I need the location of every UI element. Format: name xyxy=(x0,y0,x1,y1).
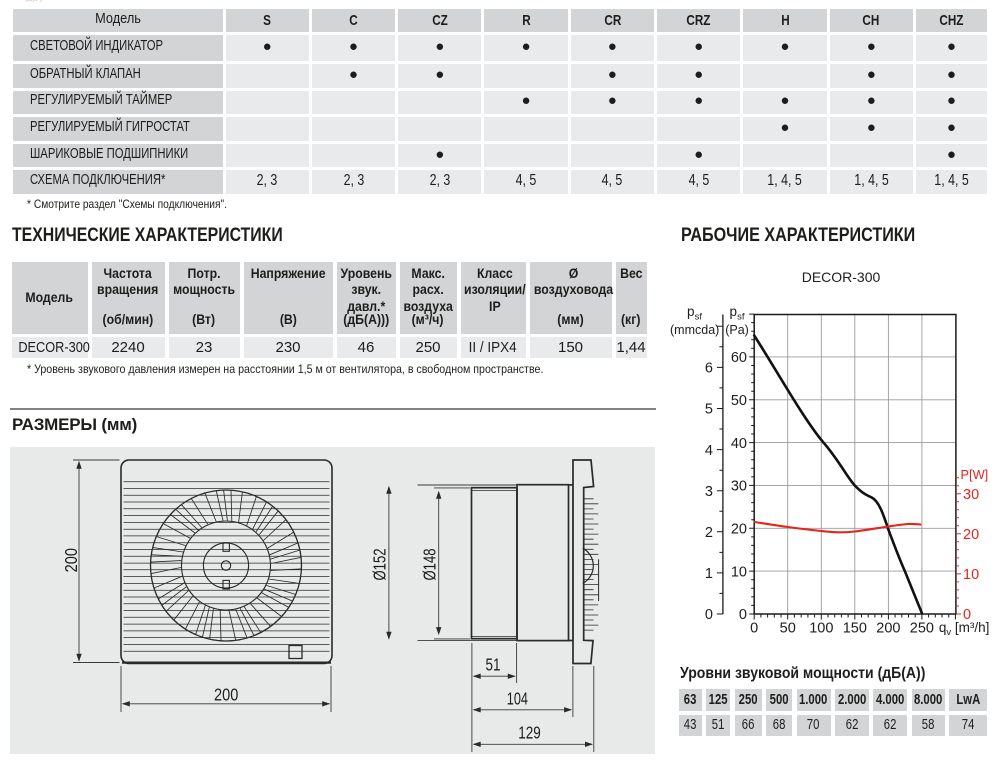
svg-text:Ø152: Ø152 xyxy=(370,549,390,581)
svg-text:20: 20 xyxy=(963,527,979,543)
svg-text:200: 200 xyxy=(876,621,900,637)
svg-text:10: 10 xyxy=(963,567,979,583)
svg-text:3: 3 xyxy=(705,484,713,500)
svg-text:30: 30 xyxy=(731,479,747,495)
svg-text:P[W]: P[W] xyxy=(961,467,989,482)
svg-text:5: 5 xyxy=(705,402,713,418)
svg-text:104: 104 xyxy=(507,689,528,709)
svg-text:Ø148: Ø148 xyxy=(420,549,440,581)
svg-text:2: 2 xyxy=(705,525,713,541)
svg-text:40: 40 xyxy=(731,436,747,452)
svg-text:1: 1 xyxy=(705,566,713,582)
svg-text:20: 20 xyxy=(731,522,747,538)
svg-text:0: 0 xyxy=(963,607,971,623)
svg-text:0: 0 xyxy=(705,607,713,623)
svg-text:150: 150 xyxy=(843,621,867,637)
svg-text:0: 0 xyxy=(739,607,747,623)
svg-text:50: 50 xyxy=(780,621,796,637)
svg-text:4: 4 xyxy=(705,443,713,459)
svg-text:129: 129 xyxy=(518,723,541,743)
svg-text:0: 0 xyxy=(750,621,758,637)
svg-text:51: 51 xyxy=(486,655,501,675)
svg-text:200: 200 xyxy=(61,548,81,573)
svg-text:200: 200 xyxy=(214,685,239,705)
svg-text:6: 6 xyxy=(705,361,713,377)
svg-text:50: 50 xyxy=(731,393,747,409)
svg-text:10: 10 xyxy=(731,564,747,580)
svg-text:30: 30 xyxy=(963,487,979,503)
svg-text:60: 60 xyxy=(731,350,747,366)
svg-text:100: 100 xyxy=(809,621,833,637)
svg-text:qv [m³/h]: qv [m³/h] xyxy=(939,620,990,638)
svg-text:250: 250 xyxy=(910,621,934,637)
